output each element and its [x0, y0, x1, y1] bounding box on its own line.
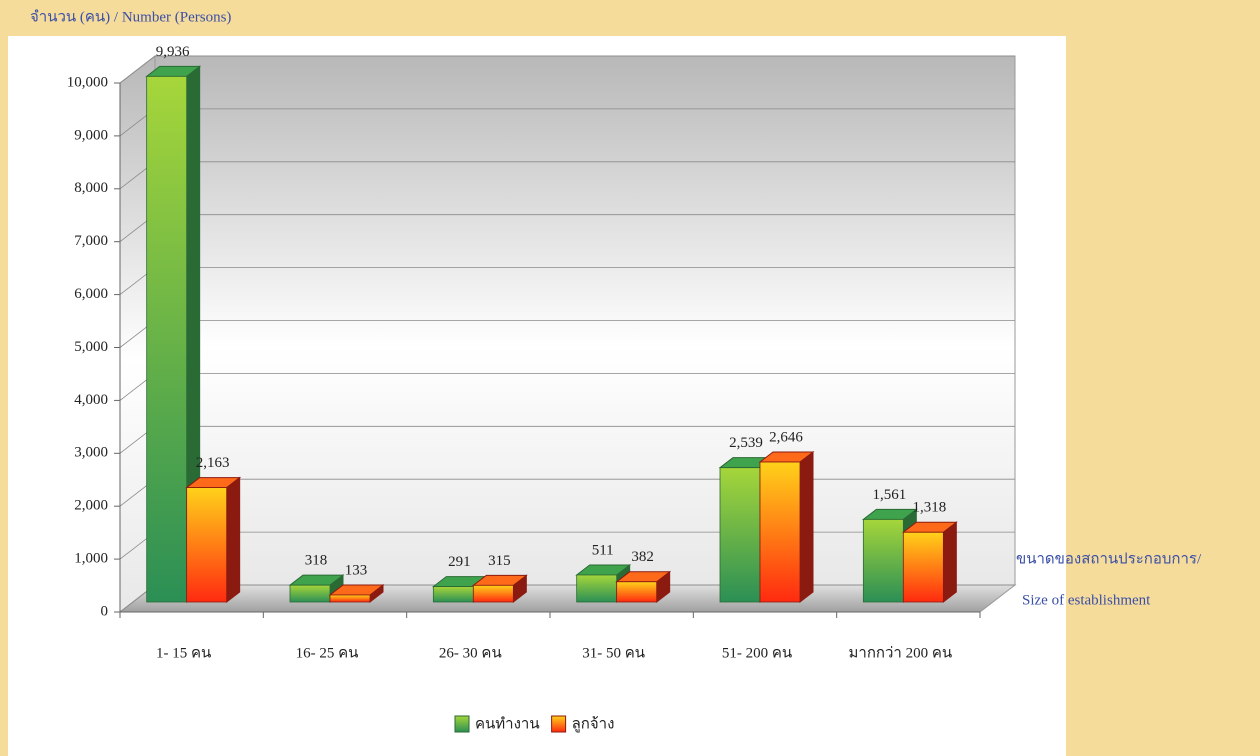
x-axis-label: ขนาดของสถานประกอบการ/ — [1016, 551, 1202, 567]
x-tick-label: มากกว่า 200 คน — [849, 645, 953, 661]
value-label: 291 — [448, 554, 471, 570]
value-label: 9,936 — [156, 44, 190, 60]
x-tick-label: 31- 50 คน — [582, 645, 645, 661]
y-tick-label: 10,000 — [67, 74, 108, 90]
value-label: 2,646 — [769, 429, 803, 445]
y-tick-label: 4,000 — [74, 392, 108, 408]
bar — [432, 586, 474, 603]
y-tick-label: 9,000 — [74, 127, 108, 143]
value-label: 133 — [345, 562, 368, 578]
x-tick-label: 1- 15 คน — [156, 645, 211, 661]
y-tick-label: 7,000 — [74, 233, 108, 249]
y-tick-label: 3,000 — [74, 445, 108, 461]
bar-side — [226, 476, 241, 604]
legend-swatch — [551, 715, 567, 733]
bar — [329, 594, 371, 603]
value-label: 318 — [305, 553, 328, 569]
bar — [719, 467, 761, 603]
x-tick-label: 16- 25 คน — [296, 645, 359, 661]
bar-side — [942, 521, 957, 604]
y-tick-label: 1,000 — [74, 551, 108, 567]
value-label: 2,539 — [729, 435, 763, 451]
y-axis-label: จำนวน (คน) / Number (Persons) — [30, 8, 231, 25]
bar — [472, 584, 514, 603]
grid-line — [119, 55, 1015, 84]
y-tick-label: 6,000 — [74, 286, 108, 302]
bar — [576, 574, 618, 603]
value-label: 382 — [631, 549, 654, 565]
bar — [902, 531, 944, 603]
x-axis-label: Size of establishment — [1022, 592, 1151, 608]
value-label: 315 — [488, 553, 511, 569]
x-tick-label: 51- 200 คน — [722, 645, 792, 661]
y-tick-label: 2,000 — [74, 498, 108, 514]
y-tick-label: 5,000 — [74, 339, 108, 355]
value-label: 1,318 — [912, 500, 946, 516]
x-tick-label: 26- 30 คน — [439, 645, 502, 661]
legend-label: ลูกจ้าง — [572, 715, 615, 732]
legend-swatch — [454, 715, 470, 733]
y-tick-label: 8,000 — [74, 180, 108, 196]
bar-side — [799, 451, 814, 604]
bar — [616, 581, 658, 603]
bar — [289, 584, 331, 603]
bar — [186, 487, 228, 603]
value-label: 1,561 — [872, 487, 906, 503]
value-label: 511 — [592, 542, 614, 558]
bar — [146, 75, 188, 603]
y-tick-label: 0 — [101, 603, 109, 619]
bar — [759, 461, 801, 603]
legend-label: คนทำงาน — [475, 715, 540, 732]
bar — [862, 519, 904, 603]
value-label: 2,163 — [196, 455, 230, 471]
